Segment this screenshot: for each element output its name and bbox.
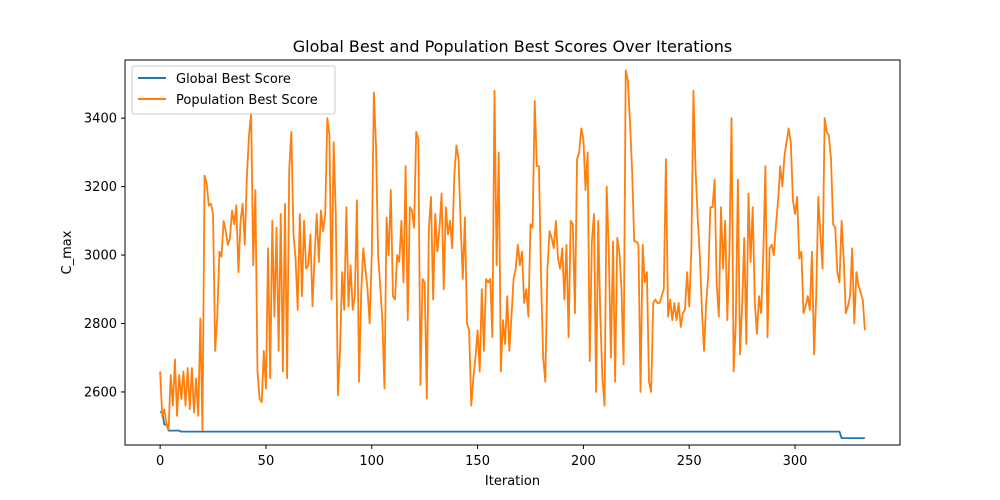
legend: Global Best Score Population Best Score [131,65,336,115]
y-axis-title: C_max [60,230,75,274]
legend-label-population-best: Population Best Score [176,93,318,108]
x-tick-label: 250 [677,454,702,469]
y-tick-label: 3000 [84,249,117,264]
y-tick-label: 2800 [84,317,117,332]
series-line-global-best-score [160,411,865,440]
y-axis: 2600 2800 3000 3200 3400 [84,112,125,400]
x-tick-label: 0 [156,454,164,469]
y-tick-label: 3200 [84,180,117,195]
x-axis: 0 50 100 150 200 250 300 [156,445,807,469]
legend-label-global-best: Global Best Score [176,72,291,87]
legend-box [131,65,336,115]
plot-frame [124,59,901,446]
chart-title: Global Best and Population Best Scores O… [293,37,733,56]
x-tick-label: 200 [571,454,596,469]
x-tick-label: 150 [465,454,490,469]
x-axis-title: Iteration [485,474,540,489]
x-tick-label: 300 [783,454,808,469]
series-line-population-best-score [159,69,866,432]
series-layer [159,69,866,440]
x-tick-label: 100 [359,454,384,469]
y-tick-label: 3400 [84,112,117,127]
y-tick-label: 2600 [84,385,117,400]
x-tick-label: 50 [258,454,275,469]
